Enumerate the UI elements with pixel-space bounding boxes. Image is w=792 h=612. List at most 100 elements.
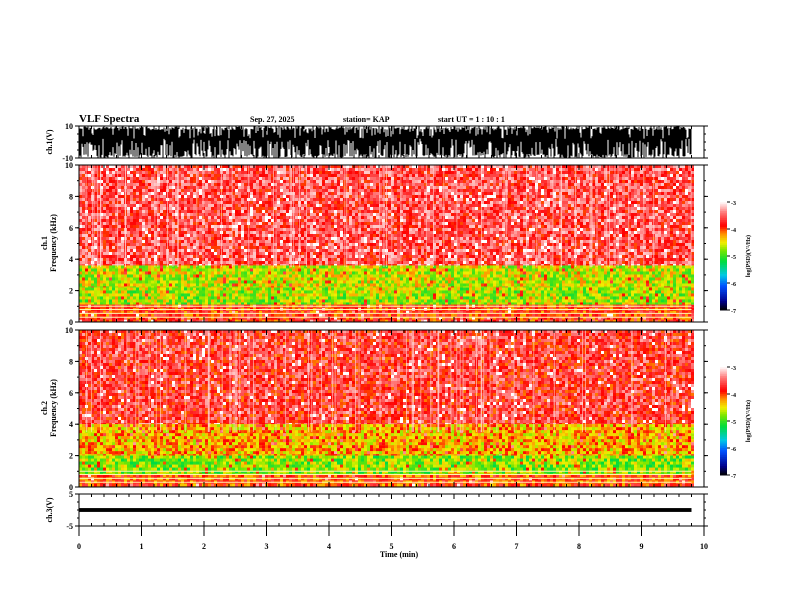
ch1-spec-cell	[169, 252, 172, 255]
ch1-spec-cell	[223, 210, 226, 213]
ch1-spec-cell	[214, 174, 217, 177]
ch1-spec-cell	[229, 258, 232, 261]
ch1-spec-cell	[229, 171, 232, 174]
ch1-spec-cell	[262, 177, 265, 180]
ch1-spec-cell	[238, 249, 241, 252]
ch1-spec-cell	[148, 261, 151, 264]
ch1-spec-cell	[241, 243, 244, 246]
ch1-spec-cell	[274, 177, 277, 180]
ch1-spec-cell	[160, 195, 163, 198]
ch1-spec-cell	[157, 207, 160, 210]
ch1-spec-cell	[118, 195, 121, 198]
ch1-spec-cell	[226, 246, 229, 249]
ch1-spec-cell	[235, 243, 238, 246]
ch1-spec-cell	[235, 180, 238, 183]
ch1-spec-cell	[154, 261, 157, 264]
ch1-spec-cell	[208, 231, 211, 234]
ch1-spec-cell	[109, 240, 112, 243]
ch1-spec-cell	[169, 177, 172, 180]
ch1-spec-cell	[157, 219, 160, 222]
ch1-spec-cell	[133, 189, 136, 192]
ch1-spec-cell	[214, 168, 217, 171]
ch1-spec-cell	[199, 213, 202, 216]
ch1-spec-cell	[112, 225, 115, 228]
ch1-spec-cell	[253, 198, 256, 201]
ch1-spec-cell	[139, 183, 142, 186]
ch1-spec-cell	[142, 171, 145, 174]
ch1-spec-cell	[211, 204, 214, 207]
ch1-spec-cell	[148, 219, 151, 222]
ch1-spec-cell	[226, 225, 229, 228]
ch1-spec-cell	[118, 231, 121, 234]
ch1-spec-cell	[229, 264, 232, 265]
ch1-spec-cell	[154, 258, 157, 261]
ch1-spec-cell	[259, 201, 262, 204]
ch1-spec-cell	[145, 252, 148, 255]
ch1-spec-cell	[82, 228, 85, 231]
ch1-spec-cell	[190, 219, 193, 222]
ch1-spec-cell	[253, 258, 256, 261]
ch1-spectrogram-panel	[79, 165, 694, 322]
ch1-spec-cell	[208, 189, 211, 192]
ch1-spec-cell	[127, 180, 130, 183]
ch1-spec-cell	[112, 231, 115, 234]
ch1-spec-cell	[181, 222, 184, 225]
ch1-spec-cell	[172, 243, 175, 246]
ch1-spec-cell	[151, 180, 154, 183]
ch1-spec-cell	[235, 240, 238, 243]
ch1-spec-cell	[184, 240, 187, 243]
ch1-spec-cell	[121, 246, 124, 249]
ch1-spec-cell	[151, 189, 154, 192]
ch1-spec-cell	[148, 168, 151, 171]
ch1-spec-cell	[133, 255, 136, 258]
ch1-spec-cell	[202, 177, 205, 180]
ch1-spec-cell	[226, 243, 229, 246]
ch1-spec-cell	[184, 204, 187, 207]
ch1-spec-cell	[88, 243, 91, 246]
ch1-spec-cell	[253, 234, 256, 237]
ch1-spec-cell	[202, 231, 205, 234]
ch1-spec-cell	[151, 228, 154, 231]
ch1-spec-cell	[250, 234, 253, 237]
ch1-spec-cell	[136, 207, 139, 210]
ch1-spec-cell	[148, 186, 151, 189]
ch1-spec-cell	[214, 237, 217, 240]
ch1-spec-cell	[142, 264, 145, 265]
ch1-spec-cell	[256, 219, 259, 222]
ch1-spec-cell	[130, 249, 133, 252]
ch1-spec-cell	[244, 201, 247, 204]
ch1-spec-cell	[214, 207, 217, 210]
ch1-spec-cell	[205, 222, 208, 225]
ch1-spec-cell	[181, 225, 184, 228]
ch1-spec-cell	[259, 168, 262, 171]
ch1-spec-cell	[130, 201, 133, 204]
ch1-spec-cell	[265, 171, 268, 174]
ch1-spec-cell	[187, 201, 190, 204]
ch1-spec-cell	[265, 180, 268, 183]
ch1-spec-cell	[256, 264, 259, 265]
ch1-spec-cell	[151, 171, 154, 174]
ch1-spec-cell	[121, 171, 124, 174]
ch1-spec-cell	[133, 219, 136, 222]
ch1-spec-cell	[238, 261, 241, 264]
ch1-spec-cell	[181, 261, 184, 264]
ch1-spec-cell	[217, 195, 220, 198]
ch1-spec-cell	[82, 192, 85, 195]
ch1-spec-cell	[169, 231, 172, 234]
ch1-spec-cell	[262, 195, 265, 198]
ch1-spec-cell	[157, 249, 160, 252]
ch1-spec-cell	[151, 222, 154, 225]
ch1-spec-cell	[238, 225, 241, 228]
ch1-spec-cell	[121, 228, 124, 231]
ch1-spec-cell	[244, 234, 247, 237]
ch1-spec-cell	[148, 222, 151, 225]
ch1-spec-cell	[235, 246, 238, 249]
ch1-spec-cell	[103, 228, 106, 231]
ch1-spec-cell	[154, 231, 157, 234]
ch1-spec-cell	[118, 258, 121, 261]
ch1-spec-cell	[211, 219, 214, 222]
ch1-spec-cell	[133, 198, 136, 201]
ch1-spec-cell	[85, 225, 88, 228]
ch1-spec-cell	[130, 237, 133, 240]
ch1-spec-cell	[154, 189, 157, 192]
